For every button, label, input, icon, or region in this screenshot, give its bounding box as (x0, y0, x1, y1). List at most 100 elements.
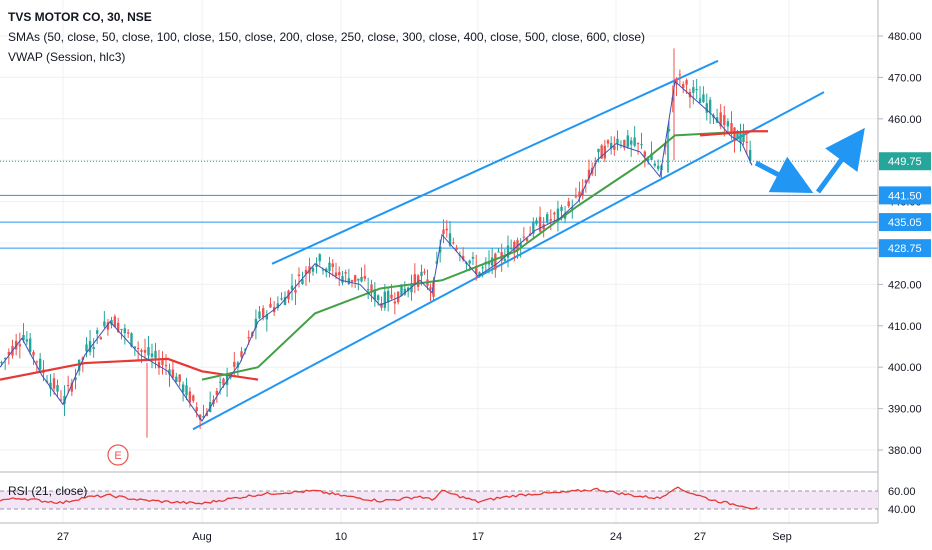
candle-body (347, 278, 351, 285)
candle-body (198, 414, 202, 420)
candle-body (229, 376, 232, 378)
candle-body (506, 245, 510, 258)
moving-averages (0, 80, 768, 422)
sma-slow-line[interactable] (201, 130, 753, 381)
x-tick-label: 17 (472, 531, 484, 543)
y-tick-label: 460.00 (888, 114, 922, 126)
candle-body (157, 361, 161, 369)
candle-body (442, 229, 445, 234)
candle-body (478, 272, 481, 277)
candle-body (92, 346, 95, 350)
candle-body (143, 350, 147, 353)
price-badge-label: 449.75 (888, 156, 922, 168)
candle-body (123, 328, 127, 334)
price-badge[interactable] (879, 152, 931, 171)
x-tick-label: 24 (610, 531, 622, 543)
time-axis[interactable]: 27 Aug 10 17 24 27 Sep (57, 531, 792, 543)
candle-body (553, 212, 556, 215)
sma-fast-line[interactable] (699, 130, 768, 137)
candle-body (233, 361, 236, 367)
candle-body (140, 350, 143, 352)
price-badge[interactable] (879, 239, 931, 258)
candle-body (360, 276, 363, 282)
sma-legend[interactable]: SMAs (50, close, 50, close, 100, close, … (8, 30, 645, 44)
price-pane[interactable] (0, 0, 878, 472)
candle-body (22, 335, 25, 341)
candle-body (133, 346, 137, 349)
candle-body (328, 262, 331, 271)
candle-body (297, 274, 301, 277)
candle-body (373, 289, 377, 300)
candle-body (276, 303, 280, 308)
candle-body (640, 144, 643, 146)
price-badge[interactable] (879, 213, 931, 232)
candle-body (481, 267, 484, 269)
arrow-up[interactable] (815, 127, 865, 194)
candle-body (733, 127, 736, 142)
candle-body (18, 344, 22, 347)
candle-body (283, 297, 287, 306)
candle-body (742, 133, 745, 142)
candle-body (383, 291, 387, 308)
candle-body (195, 407, 198, 412)
arrow-down[interactable] (754, 156, 814, 193)
channel-upper-line[interactable] (271, 59, 719, 265)
price-badge[interactable] (879, 186, 931, 205)
candle-body (494, 253, 497, 270)
candle-body (748, 149, 752, 161)
candle-body (445, 228, 448, 231)
candle-body (581, 189, 584, 196)
rsi-pane[interactable]: 40.00 60.00 (0, 486, 916, 516)
candle-body (240, 351, 243, 358)
candle-body (110, 319, 113, 325)
candle-body (66, 384, 70, 387)
vwap-line[interactable] (0, 80, 753, 422)
candle-body (103, 321, 106, 327)
candle-body (578, 191, 581, 198)
candle-body (603, 145, 607, 159)
candle-body (243, 349, 247, 351)
candle-body (574, 196, 578, 198)
candle-body (45, 380, 49, 383)
candle-body (643, 151, 647, 157)
candle-body (106, 322, 110, 330)
candle-body (650, 153, 653, 160)
candle-body (630, 140, 633, 145)
candle-body (745, 141, 749, 143)
candle-body (154, 350, 157, 359)
candle-body (215, 390, 219, 395)
candle-body (675, 78, 678, 85)
candle-body (290, 285, 294, 290)
candle-body (344, 272, 347, 274)
sma-fast-line[interactable] (0, 357, 259, 381)
candle-body (164, 365, 168, 367)
y-tick-label: 470.00 (888, 72, 922, 84)
candle-body (116, 322, 120, 332)
candle-body (304, 269, 308, 275)
candle-body (587, 169, 591, 179)
price-badge-label: 435.05 (888, 217, 922, 229)
y-tick-label: 480.00 (888, 31, 922, 43)
candle-body (513, 241, 516, 252)
candle-body (205, 412, 209, 416)
candle-body (350, 279, 354, 282)
vwap-legend[interactable]: VWAP (Session, hlc3) (8, 50, 125, 64)
candle-body (678, 74, 682, 76)
earnings-marker[interactable]: E (107, 444, 129, 466)
candle-body (126, 332, 130, 334)
rsi-legend[interactable]: RSI (21, close) (8, 484, 87, 498)
candle-body (532, 221, 535, 234)
rsi-line[interactable] (0, 486, 758, 510)
candle-body (185, 385, 188, 396)
price-badges: 449.75 441.50 435.05 428.75 (879, 152, 931, 258)
candle-body (609, 143, 613, 149)
grid (0, 0, 878, 523)
candle-body (438, 246, 442, 253)
candle-body (538, 216, 542, 232)
candle-body (171, 369, 175, 378)
candle-body (705, 103, 708, 113)
candle-body (522, 236, 526, 238)
candle-body (376, 295, 380, 301)
